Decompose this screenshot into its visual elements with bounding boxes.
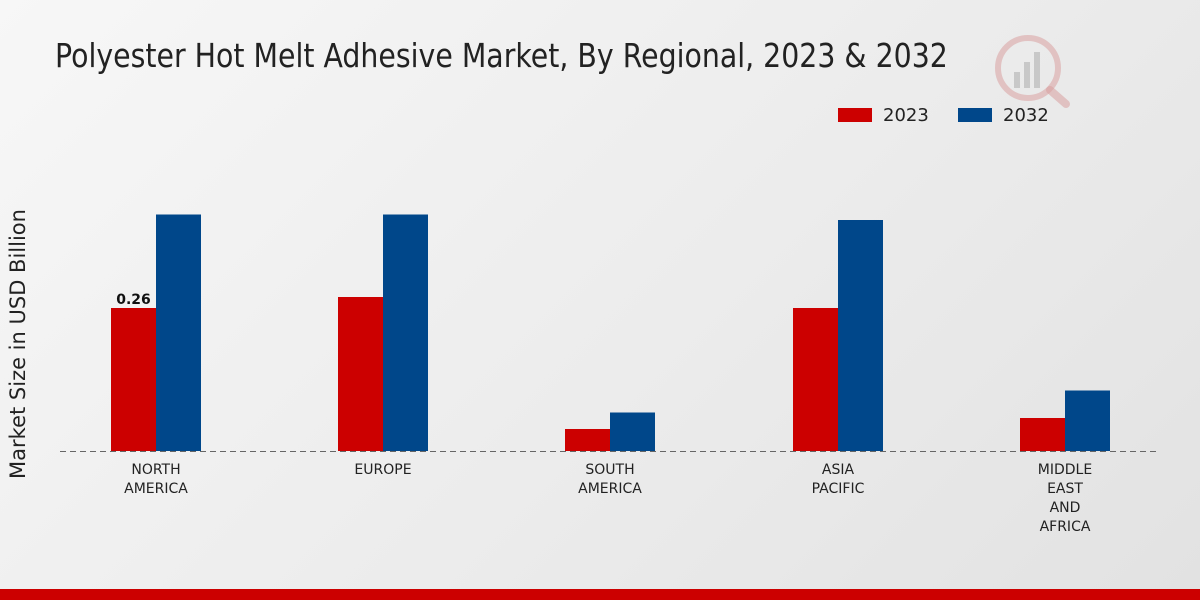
x-tick-line: PACIFIC [812,481,865,497]
x-tick-line: AMERICA [578,481,642,497]
x-tick-line: AFRICA [1040,519,1091,535]
bar-2023-middle-east-and-africa [1020,418,1065,451]
x-tick-line: ASIA [822,462,855,478]
x-tick-line: MIDDLE [1038,462,1092,478]
chart-title: Polyester Hot Melt Adhesive Market, By R… [55,36,948,75]
x-tick-label-north-america: NORTH AMERICA [124,462,188,497]
x-tick-label-south-america: SOUTH AMERICA [578,462,642,497]
x-tick-line: EAST [1047,481,1083,497]
x-tick-label-asia-pacific: ASIA PACIFIC [812,462,865,497]
data-label-2023-0: 0.26 [116,292,151,308]
x-tick-line: AND [1050,500,1081,516]
bar-2032-asia-pacific [838,220,883,451]
legend-swatch-2032 [958,108,992,122]
bar-2032-south-america [610,412,655,451]
bar-2023-asia-pacific [793,308,838,451]
legend-swatch-2023 [838,108,872,122]
legend-item-2023: 2023 [838,104,929,126]
x-tick-line: SOUTH [585,462,634,478]
bar-2023-europe [338,297,383,451]
x-tick-label-middle-east-and-africa: MIDDLE EAST AND AFRICA [1038,462,1092,535]
bar-2023-south-america [565,429,610,451]
bar-2032-europe [383,214,428,451]
legend-label-2023: 2023 [883,104,929,126]
bar-2023-north-america [111,308,156,451]
legend-label-2032: 2032 [1003,104,1049,126]
bar-2032-middle-east-and-africa [1065,390,1110,451]
x-tick-line: NORTH [131,462,180,478]
footer-accent-bar [0,589,1200,600]
legend-item-2032: 2032 [958,104,1049,126]
x-tick-line: EUROPE [354,462,411,478]
brand-logo-icon [995,35,1070,108]
bar-2032-north-america [156,214,201,451]
x-tick-label-europe: EUROPE [354,462,411,478]
x-tick-line: AMERICA [124,481,188,497]
